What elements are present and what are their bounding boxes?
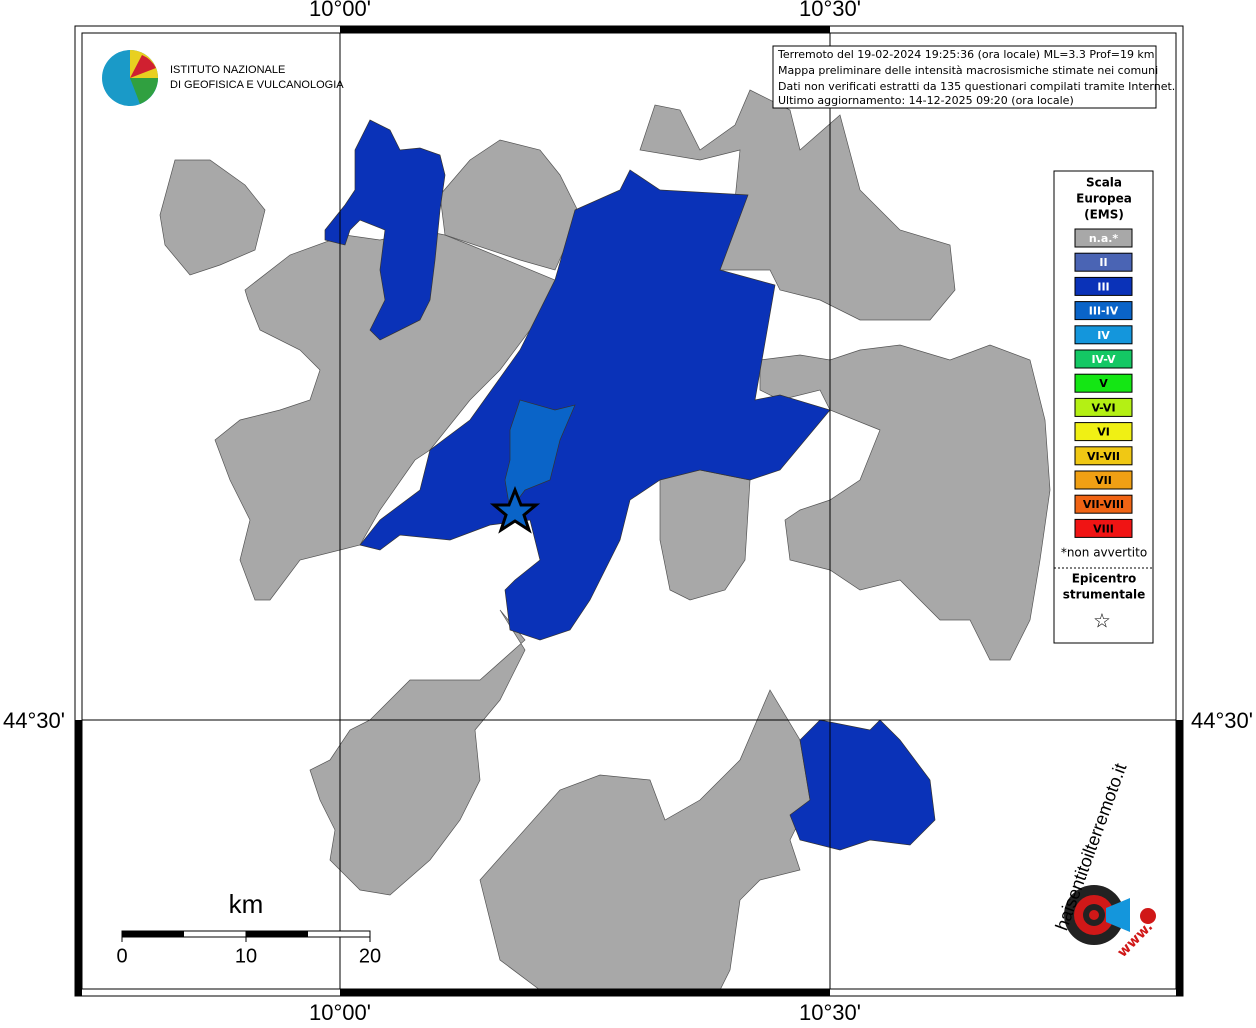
legend-swatch <box>1074 446 1133 466</box>
legend-swatch <box>1074 494 1133 514</box>
area <box>659 469 751 601</box>
legend-epicenter: strumentale <box>1063 588 1146 602</box>
legend: Scala Europea (EMS) *non avvertito Epice… <box>1053 170 1154 644</box>
legend-label: VI <box>1097 426 1110 439</box>
legend-swatch <box>1074 422 1133 442</box>
area <box>439 139 581 271</box>
legend-label: IV-V <box>1091 353 1116 366</box>
logo-text: ISTITUTO NAZIONALE <box>170 64 285 76</box>
legend-star: ☆ <box>1093 609 1111 633</box>
ingv-logo: ISTITUTO NAZIONALE DI GEOFISICA E VULCAN… <box>102 50 344 106</box>
info-box: Terremoto del 19-02-2024 19:25:36 (ora l… <box>772 45 1175 109</box>
epicenter-star <box>489 485 541 534</box>
lon-label: 10°00' <box>309 1000 371 1024</box>
info-line: Dati non verificati estratti da 135 ques… <box>778 80 1175 93</box>
legend-title: (EMS) <box>1084 208 1124 222</box>
legend-swatch <box>1074 276 1133 296</box>
scale-label: 10 <box>235 945 257 967</box>
legend-swatch <box>1074 252 1133 272</box>
legend-title: Scala <box>1086 176 1122 190</box>
legend-swatch <box>1074 301 1133 321</box>
legend-swatch <box>1074 470 1133 490</box>
legend-swatch <box>1074 397 1133 417</box>
scale-unit: km <box>229 889 264 919</box>
lon-label: 10°00' <box>309 0 371 21</box>
legend-label: VII-VIII <box>1083 498 1124 511</box>
lon-label: 10°30' <box>799 0 861 21</box>
area <box>504 399 576 511</box>
info-line: Mappa preliminare delle intensità macros… <box>778 64 1158 77</box>
scale-label: 0 <box>116 945 127 967</box>
map-areas <box>159 89 1051 991</box>
area <box>789 719 936 851</box>
lat-label: 44°30' <box>1191 708 1253 733</box>
area <box>479 689 811 991</box>
scale-bar: km 0 10 20 <box>116 889 381 967</box>
legend-label: VII <box>1095 474 1112 487</box>
legend-label: VI-VII <box>1087 450 1120 463</box>
legend-label: III-IV <box>1089 305 1119 318</box>
info-line: Terremoto del 19-02-2024 19:25:36 (ora l… <box>777 48 1155 61</box>
legend-swatch <box>1074 373 1133 393</box>
legend-label: II <box>1099 256 1107 269</box>
lon-label: 10°30' <box>799 1000 861 1024</box>
legend-swatch <box>1074 518 1133 538</box>
area <box>324 119 446 341</box>
legend-title: Europea <box>1076 192 1132 206</box>
area <box>359 169 831 641</box>
legend-label: n.a.* <box>1089 232 1119 245</box>
area <box>309 609 526 896</box>
frame-bars <box>75 26 1183 996</box>
scale-label: 20 <box>359 945 381 967</box>
area <box>159 159 266 276</box>
legend-epicenter: Epicentro <box>1072 572 1137 586</box>
area <box>759 344 1051 661</box>
legend-swatch <box>1074 228 1133 248</box>
legend-label: V <box>1099 377 1108 390</box>
info-line: Ultimo aggiornamento: 14-12-2025 09:20 (… <box>778 94 1074 107</box>
logo-text: DI GEOFISICA E VULCANOLOGIA <box>170 79 344 91</box>
legend-swatch <box>1074 349 1133 369</box>
lat-label: 44°30' <box>3 708 65 733</box>
legend-label: IV <box>1097 329 1110 342</box>
site-logo: haisentitoilterremoto.it www. <box>1051 761 1156 961</box>
legend-label: V-VI <box>1091 401 1115 414</box>
legend-label: VIII <box>1093 522 1114 535</box>
legend-label: III <box>1097 280 1109 293</box>
legend-swatch <box>1074 325 1133 345</box>
legend-note: *non avvertito <box>1061 546 1147 560</box>
